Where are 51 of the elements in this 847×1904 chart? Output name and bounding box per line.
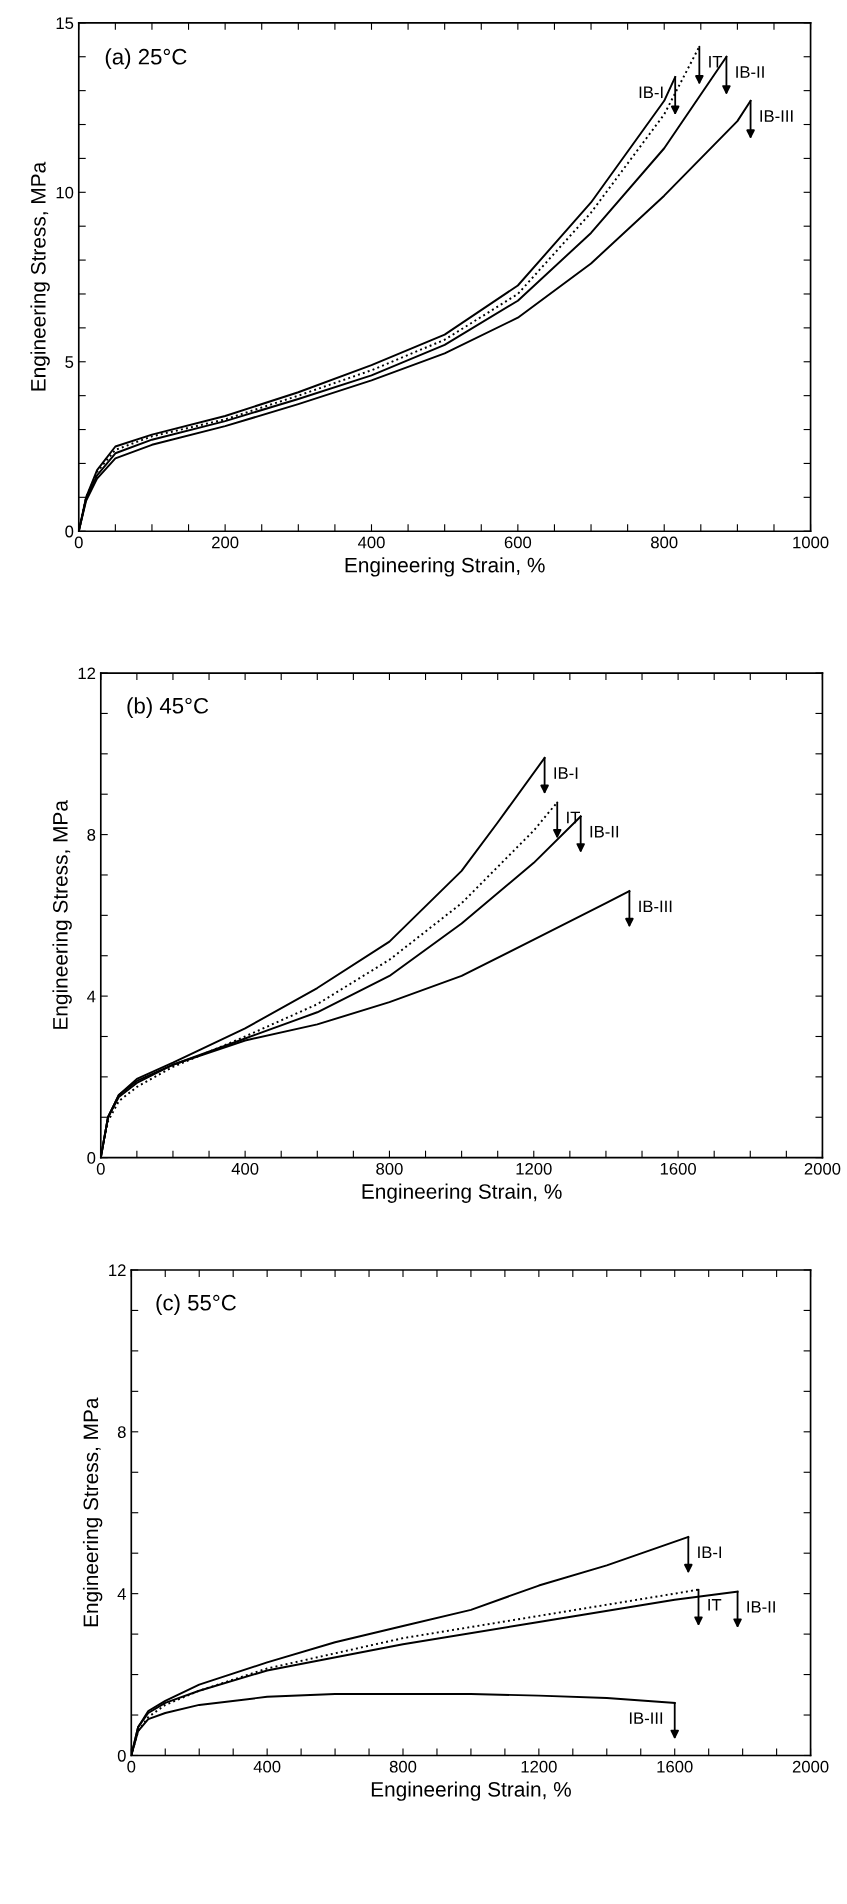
y-tick-label: 12 xyxy=(78,667,96,680)
x-tick-label: 2000 xyxy=(804,1162,841,1175)
x-axis-title: Engineering Strain, % xyxy=(371,1781,571,1801)
y-tick-label: 10 xyxy=(56,186,74,199)
annotation: IB-II xyxy=(736,66,764,78)
annotation: IB-I xyxy=(554,767,578,779)
annotation: IT xyxy=(567,811,580,824)
x-tick-label: 2000 xyxy=(792,1760,829,1773)
y-tick-label: 0 xyxy=(117,1749,126,1762)
x-tick-label: 800 xyxy=(651,536,678,549)
text: (c) 55°C xyxy=(156,1294,236,1315)
y-tick-label: 0 xyxy=(65,525,74,538)
y-tick-label: 8 xyxy=(87,828,96,841)
annotation: IB-II xyxy=(590,825,619,838)
annotation: IB-I xyxy=(639,86,663,99)
annotation: IT xyxy=(709,56,723,68)
x-axis-title: Engineering Strain, % xyxy=(362,1183,562,1204)
x-axis-title: Engineering Strain, % xyxy=(345,557,545,577)
x-tick-label: 400 xyxy=(253,1760,281,1773)
annotation: IT xyxy=(708,1599,722,1611)
annotation: IB-III xyxy=(639,900,672,913)
y-tick-label: 12 xyxy=(109,1264,126,1277)
x-tick-label: 0 xyxy=(96,1162,105,1175)
y-tick-label: 15 xyxy=(56,17,74,30)
x-tick-label: 0 xyxy=(74,536,83,549)
y-axis-title: Engineering Stress, MPa xyxy=(82,1397,103,1627)
x-tick-label: 1600 xyxy=(657,1760,693,1773)
x-tick-label: 400 xyxy=(231,1162,259,1175)
x-tick-label: 1600 xyxy=(660,1162,696,1175)
x-tick-label: 1200 xyxy=(521,1760,557,1773)
x-tick-label: 1000 xyxy=(793,536,829,549)
x-tick-label: 800 xyxy=(376,1162,403,1175)
x-tick-label: 200 xyxy=(212,536,239,549)
text: (b) 45°C xyxy=(127,697,209,718)
y-tick-label: 4 xyxy=(87,990,96,1003)
y-tick-label: 0 xyxy=(87,1152,96,1164)
x-tick-label: 0 xyxy=(127,1760,136,1773)
x-tick-label: 600 xyxy=(504,536,532,549)
annotation: IB-II xyxy=(747,1601,775,1613)
y-tick-label: 4 xyxy=(117,1588,126,1600)
x-tick-label: 800 xyxy=(389,1760,417,1773)
annotation: IB-III xyxy=(629,1712,663,1724)
x-tick-label: 1200 xyxy=(516,1162,552,1175)
y-axis-title: Engineering Stress, MPa xyxy=(30,161,50,391)
annotation: IB-III xyxy=(760,110,793,122)
y-tick-label: 5 xyxy=(65,356,74,368)
x-tick-label: 400 xyxy=(357,536,385,549)
y-axis-title: Engineering Stress, MPa xyxy=(52,800,72,1029)
text: (a) 25°C xyxy=(105,48,187,69)
annotation: IB-I xyxy=(698,1546,722,1558)
y-tick-label: 8 xyxy=(117,1426,126,1439)
